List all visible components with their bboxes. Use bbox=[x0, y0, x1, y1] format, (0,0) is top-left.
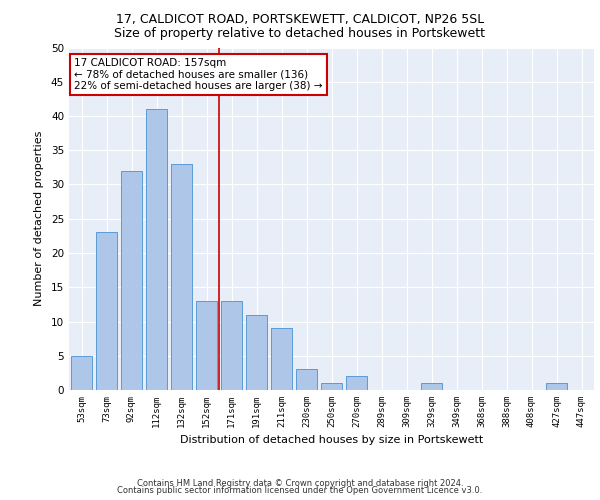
X-axis label: Distribution of detached houses by size in Portskewett: Distribution of detached houses by size … bbox=[180, 436, 483, 446]
Bar bbox=[196, 301, 217, 390]
Bar bbox=[171, 164, 192, 390]
Bar bbox=[96, 232, 117, 390]
Bar bbox=[221, 301, 242, 390]
Bar bbox=[421, 383, 442, 390]
Bar bbox=[271, 328, 292, 390]
Bar bbox=[146, 109, 167, 390]
Y-axis label: Number of detached properties: Number of detached properties bbox=[34, 131, 44, 306]
Bar bbox=[246, 314, 267, 390]
Text: Size of property relative to detached houses in Portskewett: Size of property relative to detached ho… bbox=[115, 28, 485, 40]
Bar bbox=[346, 376, 367, 390]
Text: Contains public sector information licensed under the Open Government Licence v3: Contains public sector information licen… bbox=[118, 486, 482, 495]
Text: 17, CALDICOT ROAD, PORTSKEWETT, CALDICOT, NP26 5SL: 17, CALDICOT ROAD, PORTSKEWETT, CALDICOT… bbox=[116, 12, 484, 26]
Bar bbox=[296, 370, 317, 390]
Text: Contains HM Land Registry data © Crown copyright and database right 2024.: Contains HM Land Registry data © Crown c… bbox=[137, 478, 463, 488]
Bar bbox=[71, 356, 92, 390]
Bar bbox=[321, 383, 342, 390]
Text: 17 CALDICOT ROAD: 157sqm
← 78% of detached houses are smaller (136)
22% of semi-: 17 CALDICOT ROAD: 157sqm ← 78% of detach… bbox=[74, 58, 323, 91]
Bar bbox=[546, 383, 567, 390]
Bar bbox=[121, 171, 142, 390]
